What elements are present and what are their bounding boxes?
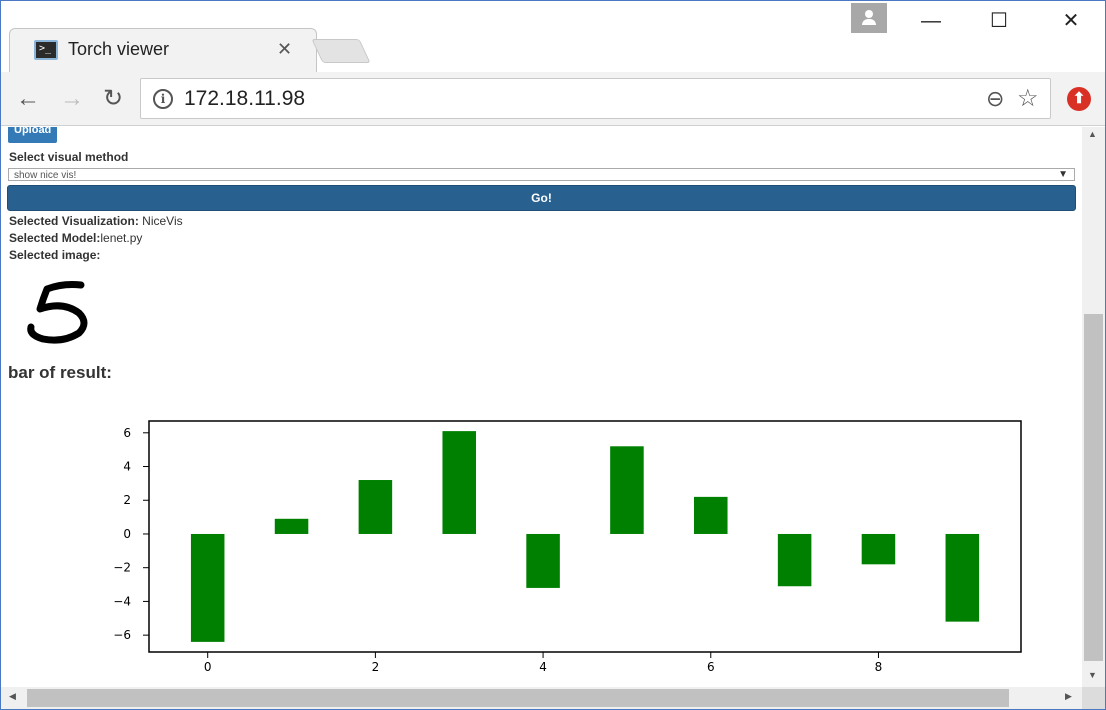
chart-bar-0 <box>190 533 225 642</box>
chart-bar-9 <box>945 533 980 622</box>
mnist-digit-image <box>27 281 88 344</box>
x-tick-label: 0 <box>204 660 212 674</box>
browser-toolbar: ← → ↻ i 172.18.11.98 ⊖ ☆ ⬆ <box>1 72 1105 126</box>
result-bar-chart: −6 −4 −2 0 2 4 6 0 2 4 6 8 <box>113 420 1022 674</box>
chart-bar-7 <box>777 533 812 587</box>
scroll-down-icon[interactable]: ▼ <box>1088 670 1097 680</box>
tab-title: Torch viewer <box>68 39 170 59</box>
x-tick-label: 4 <box>539 660 547 674</box>
scrollbar-corner <box>1082 687 1105 709</box>
chart-bar-6 <box>694 496 728 534</box>
selected-model-label: Selected Model: <box>9 231 101 245</box>
y-tick-label: −2 <box>113 561 131 575</box>
person-icon <box>865 10 873 18</box>
star-icon[interactable]: ☆ <box>1017 85 1039 112</box>
close-window-icon[interactable]: ✕ <box>1062 10 1080 32</box>
address-bar[interactable]: i 172.18.11.98 ⊖ ☆ <box>140 78 1051 119</box>
selected-visualization: Selected Visualization: NiceVis <box>9 214 183 228</box>
forward-arrow-icon[interactable]: → <box>60 85 84 112</box>
person-icon-body <box>862 19 876 25</box>
selected-visualization-label: Selected Visualization: <box>9 214 139 228</box>
horizontal-scroll-thumb[interactable] <box>27 689 1009 707</box>
x-tick-label: 8 <box>875 660 883 674</box>
reload-icon[interactable]: ↻ <box>102 85 124 112</box>
y-tick-label: 0 <box>123 527 131 541</box>
scroll-up-icon[interactable]: ▲ <box>1088 129 1097 139</box>
tab-close-icon[interactable]: ✕ <box>277 39 293 59</box>
scroll-right-icon[interactable]: ▶ <box>1065 691 1072 701</box>
upload-button[interactable]: Upload <box>8 127 58 143</box>
y-tick-label: 2 <box>123 493 131 507</box>
select-method-label: Select visual method <box>9 150 129 164</box>
selected-image-label: Selected image: <box>9 248 101 262</box>
chart-bar-5 <box>610 446 644 534</box>
horizontal-scrollbar[interactable]: ◀ ▶ <box>1 687 1082 709</box>
selected-visualization-value: NiceVis <box>138 214 183 228</box>
chart-bar-4 <box>526 533 560 588</box>
profile-button[interactable] <box>851 3 887 33</box>
select-value: show nice vis! <box>14 170 77 181</box>
url-text[interactable]: 172.18.11.98 <box>184 87 306 110</box>
y-tick-label: 6 <box>123 426 131 440</box>
selected-model: Selected Model:lenet.py <box>9 231 142 245</box>
dropdown-arrow-icon: ▼ <box>1058 169 1068 180</box>
maximize-icon[interactable]: ☐ <box>990 10 1008 32</box>
tab-torch-viewer[interactable] <box>9 28 317 73</box>
y-tick-label: 4 <box>123 460 131 474</box>
vertical-scrollbar[interactable]: ▲ ▼ <box>1082 127 1105 687</box>
vertical-scroll-thumb[interactable] <box>1084 314 1103 661</box>
extension-upload-icon[interactable]: ⬆ <box>1067 87 1091 111</box>
result-heading: bar of result: <box>8 363 112 382</box>
chart-bar-1 <box>274 518 309 534</box>
x-tick-label: 2 <box>372 660 380 674</box>
chart-bar-8 <box>861 533 896 565</box>
visual-method-select[interactable]: show nice vis! ▼ <box>8 168 1075 181</box>
scroll-left-icon[interactable]: ◀ <box>9 691 16 701</box>
y-tick-label: −6 <box>113 628 131 642</box>
page-content: Upload Select visual method show nice vi… <box>1 127 1082 687</box>
minimize-icon[interactable]: — <box>921 10 941 32</box>
y-tick-label: −4 <box>113 594 131 608</box>
title-bar: >_ Torch viewer ✕ — ☐ ✕ <box>1 1 1105 73</box>
back-arrow-icon[interactable]: ← <box>16 85 40 112</box>
terminal-icon: >_ <box>34 40 58 60</box>
zoom-out-icon[interactable]: ⊖ <box>986 86 1005 111</box>
new-tab-button[interactable] <box>311 39 371 63</box>
selected-model-value: lenet.py <box>100 231 143 245</box>
chart-bar-2 <box>358 480 393 534</box>
x-tick-label: 6 <box>707 660 715 674</box>
info-icon[interactable]: i <box>153 89 173 109</box>
go-button[interactable]: Go! <box>7 185 1076 211</box>
chart-bar-3 <box>442 431 476 534</box>
